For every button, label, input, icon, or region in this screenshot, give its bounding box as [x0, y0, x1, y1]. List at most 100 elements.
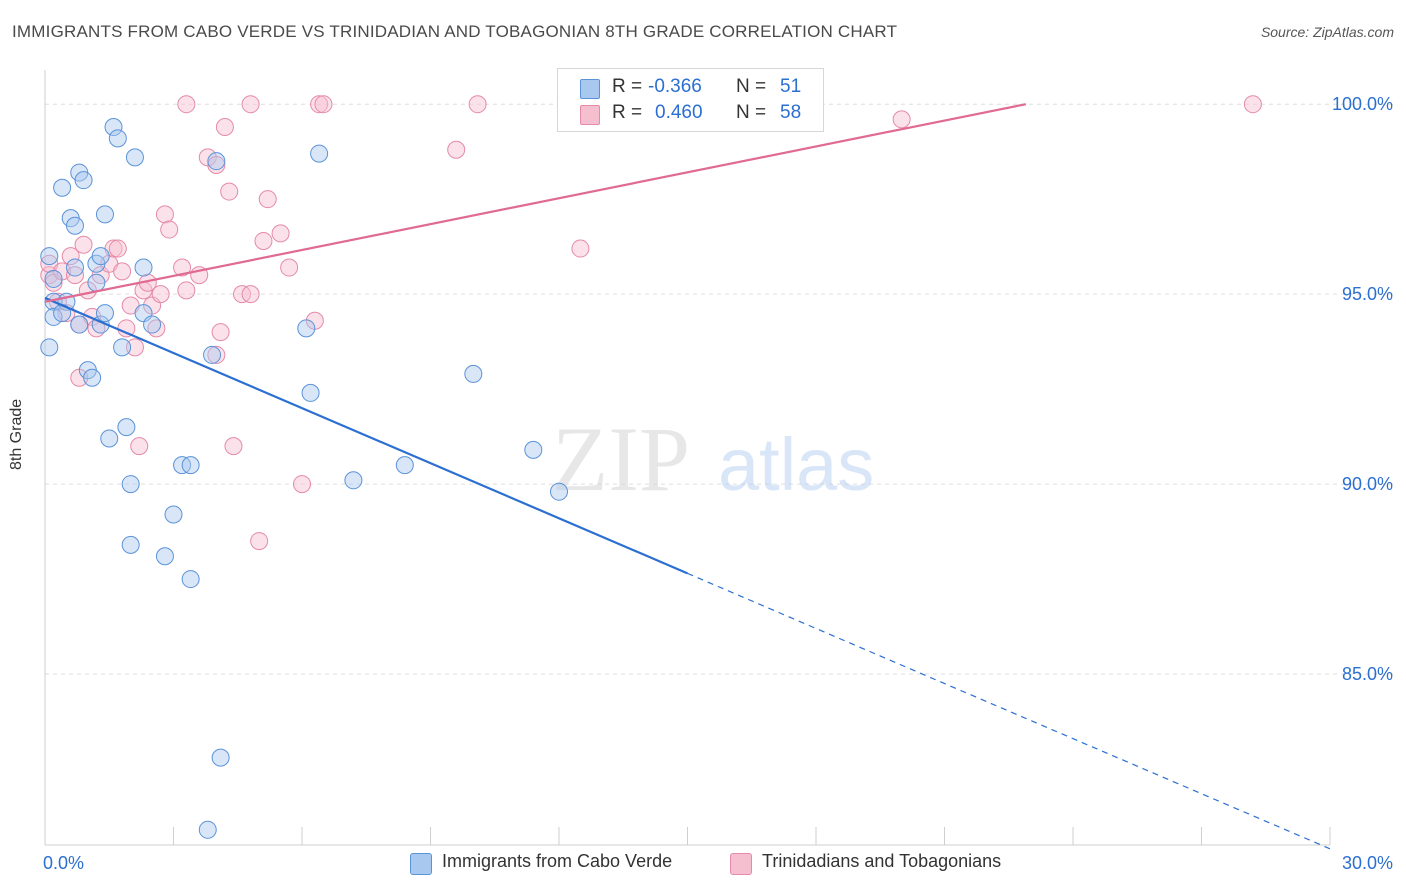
- tick-labels: 85.0% 90.0% 95.0% 100.0% 0.0% 30.0%: [43, 94, 1393, 873]
- point-trinidadians: [241, 95, 260, 114]
- point-trinidadians: [177, 95, 196, 114]
- y-tick-label: 85.0%: [1342, 664, 1393, 684]
- grid-lines: [45, 103, 1395, 675]
- legend-r-label: R =: [612, 102, 643, 123]
- point-trinidadians: [250, 532, 269, 551]
- watermark-zip: ZIP: [552, 408, 690, 510]
- series-trinidadians-points: [40, 95, 1262, 551]
- point-cabo-verde: [40, 247, 59, 266]
- point-cabo-verde: [464, 364, 483, 383]
- point-trinidadians: [211, 323, 230, 342]
- point-cabo-verde: [95, 205, 114, 224]
- point-cabo-verde: [87, 273, 106, 292]
- trend-lines: [44, 103, 1331, 850]
- point-trinidadians: [125, 338, 144, 357]
- legend-n-label: N =: [736, 76, 767, 97]
- legend-swatch-pink: [730, 853, 752, 875]
- point-cabo-verde: [395, 456, 414, 475]
- point-cabo-verde: [70, 315, 89, 334]
- point-trinidadians: [155, 205, 174, 224]
- legend-n-value: 58: [780, 102, 802, 123]
- point-cabo-verde: [524, 440, 543, 459]
- point-trinidadians: [160, 220, 179, 239]
- point-cabo-verde: [207, 152, 226, 171]
- trend-line-cabo-verde-extension: [687, 572, 1331, 850]
- point-trinidadians: [293, 475, 311, 494]
- point-trinidadians: [65, 266, 84, 285]
- point-trinidadians: [468, 95, 487, 114]
- point-cabo-verde: [121, 535, 140, 554]
- point-trinidadians: [207, 345, 226, 364]
- correlation-legend: R = -0.366 N = 51 R = 0.460 N = 58: [557, 68, 824, 132]
- source-credit: Source: ZipAtlas.com: [1260, 24, 1394, 40]
- trend-line-trinidadians: [44, 103, 1027, 303]
- point-trinidadians: [571, 239, 590, 258]
- point-cabo-verde: [297, 319, 316, 338]
- point-cabo-verde: [108, 129, 127, 148]
- legend-label-trinidadians: Trinidadians and Tobagonians: [762, 851, 1002, 871]
- point-trinidadians: [447, 140, 466, 159]
- point-trinidadians: [1243, 95, 1262, 114]
- chart-title: IMMIGRANTS FROM CABO VERDE VS TRINIDADIA…: [12, 22, 898, 41]
- legend-r-value: -0.366: [648, 76, 702, 97]
- point-cabo-verde: [550, 482, 568, 501]
- point-trinidadians: [258, 190, 277, 209]
- point-cabo-verde: [53, 178, 72, 197]
- legend-n-value: 51: [780, 76, 802, 97]
- point-cabo-verde: [91, 247, 110, 266]
- point-trinidadians: [108, 239, 127, 258]
- point-cabo-verde: [143, 315, 162, 334]
- point-trinidadians: [177, 281, 196, 300]
- point-trinidadians: [224, 437, 243, 456]
- watermark: ZIP atlas: [552, 408, 874, 510]
- y-axis-label: 8th Grade: [8, 398, 25, 470]
- y-tick-label: 90.0%: [1342, 474, 1393, 494]
- point-cabo-verde: [83, 368, 102, 387]
- point-trinidadians: [220, 182, 239, 201]
- y-tick-label: 95.0%: [1342, 284, 1393, 304]
- legend-swatch-pink: [580, 105, 600, 125]
- watermark-atlas: atlas: [718, 423, 874, 506]
- point-cabo-verde: [104, 117, 123, 136]
- point-cabo-verde: [117, 418, 136, 437]
- point-trinidadians: [173, 258, 192, 277]
- point-trinidadians: [280, 258, 299, 277]
- point-trinidadians: [207, 155, 226, 174]
- point-cabo-verde: [113, 338, 132, 357]
- point-trinidadians: [314, 95, 333, 114]
- point-cabo-verde: [74, 171, 93, 190]
- point-cabo-verde: [65, 258, 84, 277]
- point-cabo-verde: [181, 456, 200, 475]
- point-cabo-verde: [155, 547, 174, 566]
- point-trinidadians: [892, 110, 911, 129]
- point-trinidadians: [254, 231, 273, 250]
- x-tick-label: 30.0%: [1342, 853, 1393, 873]
- point-cabo-verde: [95, 304, 114, 323]
- point-trinidadians: [215, 117, 234, 136]
- point-trinidadians: [74, 235, 93, 254]
- point-trinidadians: [271, 224, 290, 243]
- point-cabo-verde: [40, 338, 59, 357]
- legend-r-label: R =: [612, 76, 643, 97]
- point-cabo-verde: [65, 216, 84, 235]
- axes: [44, 70, 1331, 846]
- y-tick-label: 100.0%: [1332, 94, 1393, 114]
- series-cabo-verde-points: [40, 117, 568, 839]
- point-cabo-verde: [203, 345, 222, 364]
- point-cabo-verde: [100, 429, 119, 448]
- point-trinidadians: [61, 247, 80, 266]
- point-cabo-verde: [198, 820, 217, 839]
- point-cabo-verde: [211, 748, 230, 767]
- point-cabo-verde: [344, 471, 363, 490]
- point-cabo-verde: [310, 144, 329, 163]
- point-cabo-verde: [125, 148, 144, 167]
- legend-n-label: N =: [736, 102, 767, 123]
- x-tick-label: 0.0%: [43, 853, 84, 873]
- point-trinidadians: [310, 95, 329, 114]
- legend-swatch-blue: [410, 853, 432, 875]
- trend-line-cabo-verde: [44, 296, 688, 575]
- point-trinidadians: [130, 437, 149, 456]
- point-trinidadians: [151, 285, 170, 304]
- legend-swatch-blue: [580, 79, 600, 99]
